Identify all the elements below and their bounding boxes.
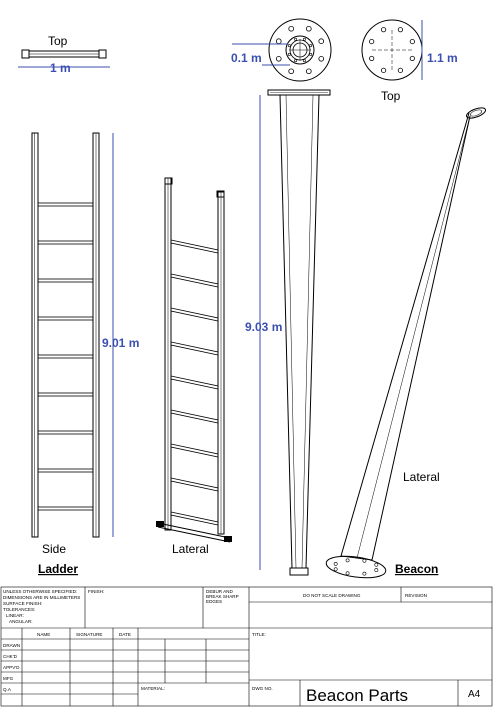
- beacon-side-view: [267, 89, 331, 576]
- side-rung: [37, 354, 94, 359]
- lateral-rung: [170, 273, 219, 288]
- bolt-hole: [369, 55, 375, 62]
- ladder-group-label: Ladder: [38, 562, 78, 576]
- bolt-hole: [306, 68, 312, 75]
- tb-deburr-3: EDGES: [206, 599, 222, 604]
- tb-col-date: DATE: [119, 632, 131, 637]
- beacon-height-dimension: 9.03 m: [245, 320, 282, 334]
- inner-bolt-hole: [294, 59, 298, 63]
- drawing-title: Beacon Parts: [306, 686, 408, 705]
- beacon-group-label: Beacon: [395, 562, 438, 576]
- bolt-hole: [333, 562, 338, 566]
- inner-bolt-hole: [309, 52, 313, 56]
- bolt-hole: [275, 56, 282, 62]
- ladder-lateral-label: Lateral: [172, 542, 209, 556]
- lateral-rung: [170, 511, 219, 526]
- bolt-hole: [374, 568, 379, 572]
- bolt-hole: [345, 558, 350, 563]
- bolt-hole: [362, 571, 367, 576]
- beacon-flange-dimension: 1.1 m: [427, 51, 458, 65]
- tb-note-2: DIMENSIONS ARE IN MILLIMETERS: [3, 595, 80, 600]
- bolt-hole: [306, 25, 312, 32]
- tb-row-drawn: DRAWN: [3, 643, 20, 648]
- side-rung: [37, 468, 94, 473]
- ladder-height-dimension: 9.01 m: [102, 336, 139, 350]
- bolt-hole: [318, 38, 325, 44]
- bolt-hole: [409, 55, 415, 62]
- inner-bolt-hole: [309, 44, 313, 48]
- tb-do-not-scale: DO NOT SCALE DRAWING: [303, 593, 361, 598]
- tb-note-3: SURFACE FINISH:: [3, 601, 42, 606]
- tb-dwg-no: DWG NO.: [252, 686, 273, 691]
- bolt-hole: [318, 56, 325, 62]
- tb-col-name: NAME: [37, 632, 50, 637]
- beacon-lateral-view: [325, 107, 486, 579]
- bolt-hole: [369, 38, 375, 45]
- bolt-hole: [345, 571, 350, 576]
- sheet-size: A4: [468, 689, 481, 700]
- inner-bolt-hole: [294, 37, 298, 41]
- bolt-hole: [397, 27, 404, 33]
- bolt-hole: [288, 25, 294, 32]
- tb-finish: FINISH:: [88, 589, 104, 594]
- beacon-top-label: Top: [381, 89, 401, 103]
- side-rung: [37, 278, 94, 283]
- tb-note-1: UNLESS OTHERWISE SPECIFIED:: [3, 589, 77, 594]
- bolt-hole: [374, 562, 379, 567]
- side-rung: [37, 430, 94, 435]
- side-rung: [37, 240, 94, 245]
- lateral-rung: [170, 307, 219, 322]
- tb-row-qa: Q.A: [3, 687, 12, 692]
- lateral-rung: [170, 443, 219, 458]
- ladder-side-view: [31, 132, 100, 538]
- title-block: [0, 586, 493, 707]
- side-rung: [37, 316, 94, 321]
- tb-row-chkd: CHK'D: [3, 654, 18, 659]
- tb-col-signature: SIGNATURE: [76, 632, 102, 637]
- tb-note-4: TOLERANCES:: [3, 607, 35, 612]
- inner-bolt-hole: [287, 52, 291, 56]
- tb-row-mfg: MFG: [3, 676, 14, 681]
- tb-row-appvd: APPV'D: [3, 665, 20, 670]
- lateral-rung: [170, 409, 219, 424]
- tb-title-label: TITLE:: [252, 632, 266, 637]
- inner-bolt-hole: [287, 44, 291, 48]
- ladder-lateral-view: [156, 177, 232, 543]
- lateral-rung: [170, 341, 219, 356]
- inner-bolt-hole: [302, 59, 306, 63]
- side-rung: [37, 506, 94, 511]
- beacon-small-dimension: 0.1 m: [231, 51, 262, 65]
- ladder-width-dimension: 1 m: [50, 61, 71, 75]
- tb-deburr-1: DEBUR AND: [206, 589, 233, 594]
- bolt-hole: [409, 38, 415, 45]
- lateral-rung: [170, 239, 219, 254]
- ladder-top-view: Top 1 m: [18, 34, 110, 75]
- inner-bolt-hole: [302, 37, 306, 41]
- tb-note-5: LINEAR:: [6, 613, 24, 618]
- side-rung: [37, 392, 94, 397]
- bolt-hole: [275, 38, 282, 44]
- beacon-top-flange: [268, 18, 332, 82]
- bolt-hole: [288, 68, 294, 75]
- beacon-top-view: [361, 19, 423, 81]
- bolt-hole: [380, 67, 387, 73]
- tb-revision: REVISION: [405, 593, 427, 598]
- title-block-text: UNLESS OTHERWISE SPECIFIED: DIMENSIONS A…: [3, 589, 481, 705]
- bolt-hole: [397, 67, 404, 73]
- ladder-top-label: Top: [48, 34, 68, 48]
- bolt-hole: [380, 27, 387, 33]
- tb-note-6: ANGULAR:: [9, 619, 33, 624]
- bolt-hole: [362, 558, 367, 563]
- tb-material: MATERIAL:: [141, 686, 165, 691]
- lateral-rung: [170, 477, 219, 492]
- bolt-hole: [333, 567, 338, 572]
- beacon-lateral-label: Lateral: [403, 470, 440, 484]
- side-rung: [37, 202, 94, 207]
- ladder-side-label: Side: [42, 542, 66, 556]
- lateral-rung: [170, 375, 219, 390]
- tb-deburr-2: BREAK SHARP: [206, 594, 239, 599]
